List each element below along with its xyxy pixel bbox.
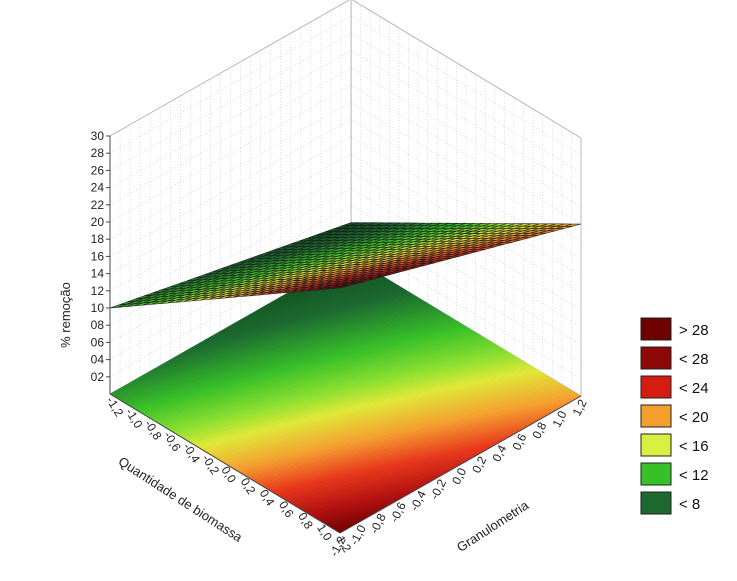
wall-gridline: [109, 84, 352, 223]
x-axis-title: Granulometria: [454, 497, 532, 555]
z-tick-label: 08: [91, 318, 105, 332]
legend-label: < 24: [679, 380, 709, 397]
wall-gridline: [109, 15, 352, 154]
legend-swatch: [640, 404, 672, 428]
z-tick-label: 22: [91, 198, 105, 212]
wall-gridline: [109, 67, 352, 206]
wall-gridline: [109, 50, 352, 188]
z-tick-label: 06: [91, 335, 105, 349]
wall-gridline: [109, 101, 352, 240]
z-tick-label: 12: [91, 284, 105, 298]
z-axis-title: % remoção: [58, 282, 73, 348]
legend-label: < 12: [679, 467, 709, 484]
wall-gridline: [109, 119, 352, 257]
wall-gridline: [109, 136, 352, 274]
wall-gridline: [109, 187, 352, 326]
legend-swatch: [640, 375, 672, 399]
z-axis-ticks: 02 04 06 08 10 12 14 16 18 20 22 24 26 28 30: [91, 129, 110, 384]
legend: > 28 < 28 < 24 < 20 < 16 < 12 < 8: [640, 317, 709, 515]
z-tick-label: 30: [91, 129, 105, 143]
z-tick-label: 16: [91, 249, 105, 263]
z-tick-label: 24: [91, 181, 105, 195]
z-tick-label: 04: [91, 353, 105, 367]
legend-label: < 16: [679, 438, 709, 455]
legend-swatch: [640, 317, 672, 341]
z-tick-label: 18: [91, 232, 105, 246]
z-tick-label: 28: [91, 146, 105, 160]
legend-label: < 20: [679, 409, 709, 426]
z-tick-label: 26: [91, 163, 105, 177]
z-tick-label: 20: [91, 215, 105, 229]
wall-gridline: [109, 170, 352, 309]
legend-label: > 28: [679, 322, 709, 339]
wall-gridline: [109, 33, 352, 171]
legend-swatch: [640, 462, 672, 486]
z-tick-label: 10: [91, 301, 105, 315]
legend-swatch: [640, 491, 672, 515]
contour-floor: [109, 256, 582, 534]
legend-swatch: [640, 346, 672, 370]
legend-label: < 8: [679, 496, 700, 513]
legend-label: < 28: [679, 351, 709, 368]
z-tick-label: 14: [91, 267, 105, 281]
legend-swatch: [640, 433, 672, 457]
z-tick-label: 02: [91, 370, 105, 384]
wall-gridline: [109, 153, 352, 292]
